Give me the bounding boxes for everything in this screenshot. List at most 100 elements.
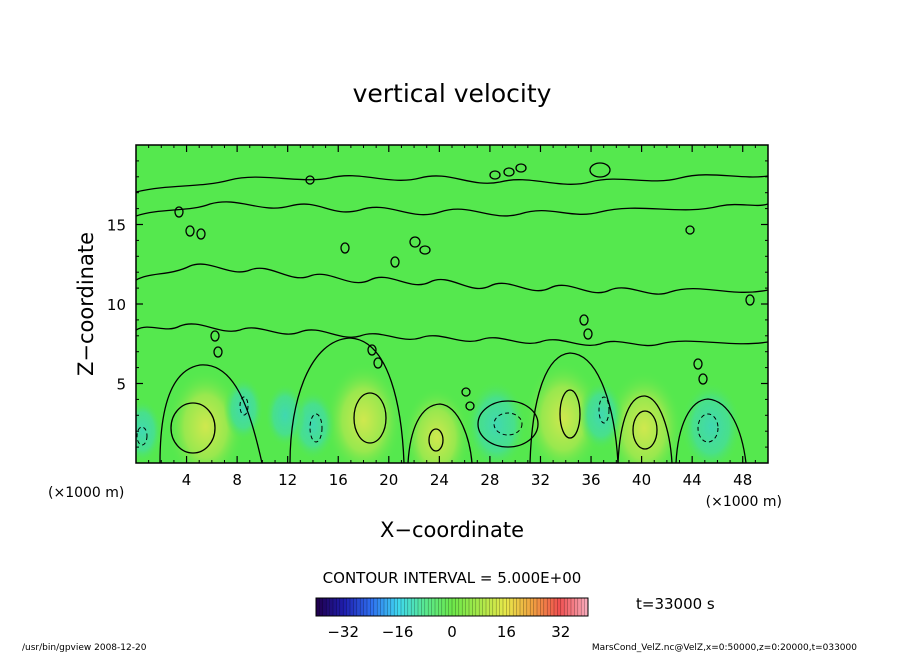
colorbar-segment <box>350 598 354 616</box>
negative-region-1 <box>680 382 742 463</box>
colorbar-segment <box>482 598 487 616</box>
colorbar-segment <box>452 598 456 616</box>
colorbar-segment <box>377 598 381 616</box>
colorbar-segment <box>404 598 409 616</box>
x-tick-label: 40 <box>632 471 651 489</box>
x-tick-label: 28 <box>480 471 499 489</box>
colorbar-segment <box>387 598 392 616</box>
contour-lines <box>136 162 768 463</box>
positive-region-3 <box>605 370 683 463</box>
negative-region-6 <box>136 399 163 463</box>
negative-region-5 <box>265 383 305 447</box>
negative-region-3 <box>578 380 624 451</box>
colorbar-segment <box>360 598 364 616</box>
x-tick-label: 12 <box>278 471 297 489</box>
colorbar-segment <box>363 598 368 616</box>
colorbar-tick-label: 32 <box>551 623 570 641</box>
colorbar-segment <box>431 598 436 616</box>
x-tick-label: 16 <box>329 471 348 489</box>
colorbar-segment <box>469 598 473 616</box>
colorbar-segment <box>441 598 446 616</box>
colorbar-segment <box>479 598 483 616</box>
colorbar-segment <box>401 598 405 616</box>
x-tick-label: 24 <box>430 471 449 489</box>
colorbar-segment <box>414 598 419 616</box>
colorbar-segment <box>554 598 558 616</box>
colorbar-segment <box>509 598 514 616</box>
colorbar-segment <box>397 598 402 616</box>
colorbar-segment <box>581 598 585 616</box>
colorbar-ticks: −32 −16 0 16 32 <box>327 623 570 641</box>
colorbar-segment <box>333 598 337 616</box>
x-tick-label: 36 <box>581 471 600 489</box>
colorbar-segment <box>418 598 422 616</box>
colorbar-segment <box>329 598 334 616</box>
colorbar-segment <box>394 598 398 616</box>
x-axis-label: X−coordinate <box>380 518 524 542</box>
colorbar-segment <box>475 598 480 616</box>
x-tick-label: 32 <box>531 471 550 489</box>
colorbar-tick-label: −16 <box>382 623 414 641</box>
colorbar-segment <box>499 598 504 616</box>
colorbar-segment <box>584 598 589 616</box>
colorbar-segment <box>316 598 320 616</box>
colorbar-segment <box>326 598 330 616</box>
colorbar-segment <box>356 598 361 616</box>
colorbar-segment <box>424 598 429 616</box>
colorbar-segment <box>438 598 443 616</box>
positive-region-1 <box>324 362 403 463</box>
colorbar-segment <box>336 598 341 616</box>
colorbar-segment <box>547 598 551 616</box>
colorbar-segment <box>543 598 548 616</box>
field-layer <box>136 361 742 463</box>
colorbar-segment <box>577 598 582 616</box>
y-tick-label: 15 <box>107 217 126 235</box>
colorbar-segment <box>564 598 568 616</box>
colorbar-tick-label: −32 <box>327 623 359 641</box>
chart-title: vertical velocity <box>353 79 552 108</box>
colorbar-segment <box>421 598 426 616</box>
colorbar-segment <box>571 598 575 616</box>
colorbar-segment <box>506 598 511 616</box>
y-tick-label: 5 <box>116 376 126 394</box>
colorbar-segment <box>458 598 463 616</box>
y-axis-label: Z−coordinate <box>74 232 98 376</box>
colorbar-segment <box>472 598 477 616</box>
x-axis: 4 8 12 16 20 24 28 32 36 40 44 48 <box>148 145 756 489</box>
y-axis: 5 10 15 <box>107 160 768 448</box>
colorbar-tick-label: 0 <box>447 623 457 641</box>
negative-region-0 <box>466 380 527 463</box>
colorbar-segment <box>448 598 453 616</box>
colorbar-segment <box>523 598 528 616</box>
x-tick-label: 8 <box>232 471 242 489</box>
colorbar-segment <box>537 598 541 616</box>
colorbar-segment <box>550 598 555 616</box>
colorbar-segment <box>492 598 497 616</box>
colorbar-segment <box>465 598 470 616</box>
colorbar-segment <box>455 598 460 616</box>
footer-right: MarsCond_VelZ.nc@VelZ,x=0:50000,z=0:2000… <box>592 643 857 653</box>
colorbar <box>315 597 589 617</box>
colorbar-segment <box>370 598 375 616</box>
colorbar-segment <box>574 598 579 616</box>
time-label: t=33000 s <box>636 595 715 613</box>
negative-region-4 <box>223 377 264 441</box>
positive-region-0 <box>166 369 245 463</box>
colorbar-segment <box>343 598 347 616</box>
colorbar-segment <box>489 598 494 616</box>
colorbar-frame <box>315 597 589 617</box>
contour-interval-label: CONTOUR INTERVAL = 5.000E+00 <box>323 569 582 587</box>
colorbar-segment <box>353 598 358 616</box>
colorbar-segment <box>540 598 545 616</box>
colorbar-segment <box>520 598 524 616</box>
colorbar-segment <box>445 598 449 616</box>
colorbar-segment <box>428 598 432 616</box>
colorbar-segment <box>567 598 572 616</box>
colorbar-segment <box>533 598 538 616</box>
colorbar-tick-label: 16 <box>497 623 516 641</box>
colorbar-segment <box>322 598 327 616</box>
negative-contours <box>136 396 719 446</box>
x-tick-label: 4 <box>182 471 192 489</box>
